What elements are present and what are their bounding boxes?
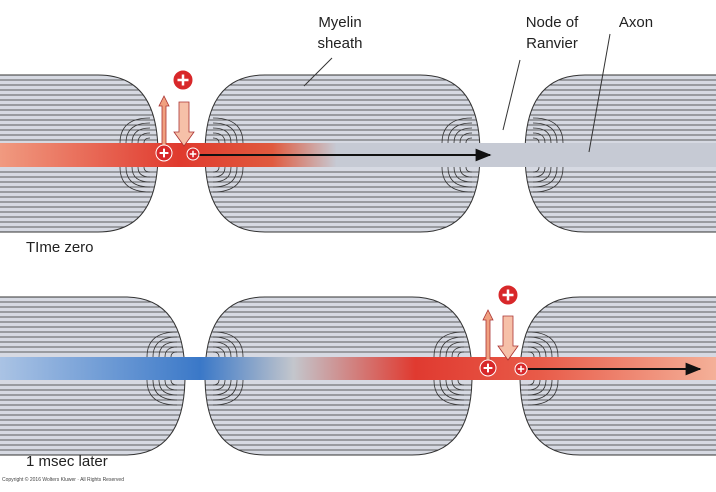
label: sheath: [317, 35, 362, 52]
label: Axon: [619, 14, 653, 31]
label: Ranvier: [526, 35, 578, 52]
myelin-lamellae: [520, 301, 716, 451]
panel-label: 1 msec later: [26, 453, 108, 470]
label: Myelin: [318, 14, 361, 31]
ion-sign: [159, 148, 169, 158]
ion-sign: [483, 363, 493, 373]
myelin-lamellae: [0, 79, 158, 228]
influx-arrow: [173, 101, 195, 147]
panel-label: TIme zero: [26, 239, 94, 256]
leader-lines: [303, 33, 611, 153]
myelin-lamellae: [525, 79, 716, 228]
ions: [155, 69, 528, 377]
copyright: Copyright © 2016 Wolters Kluwer · All Ri…: [2, 476, 124, 483]
label: Node of: [526, 14, 579, 31]
axon-bottom: [0, 357, 716, 380]
ion-sign: [517, 365, 525, 373]
influx-arrow: [497, 315, 519, 361]
efflux-arrow: [482, 309, 494, 361]
myelin-layer: [0, 74, 716, 456]
ion-sign: [502, 289, 514, 301]
ion-sign: [177, 74, 189, 86]
myelin-lamellae: [205, 301, 472, 451]
myelin-lamellae: [0, 301, 185, 451]
efflux-arrow: [158, 95, 170, 147]
ion-sign: [189, 150, 197, 158]
myelin-lamellae: [205, 79, 480, 228]
